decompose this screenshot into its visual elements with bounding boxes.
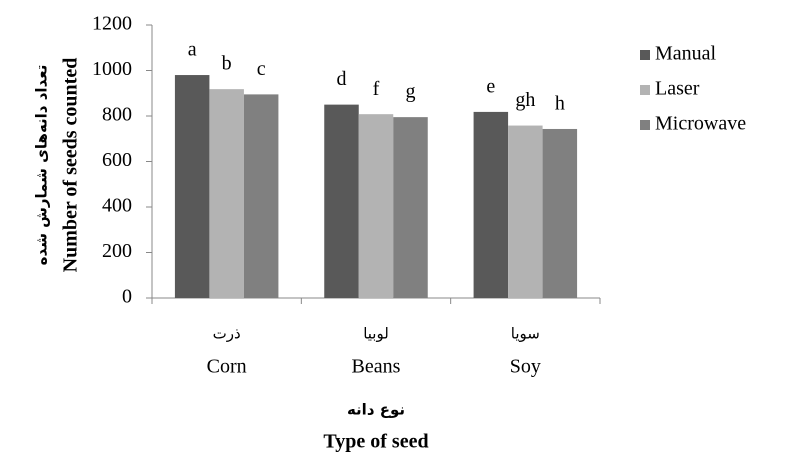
y-tick-label: 0 — [122, 286, 132, 308]
legend-label: Microwave — [655, 113, 746, 135]
x-tick-label-fa: سویا — [511, 325, 540, 343]
y-axis-title: Number of seeds counted — [60, 58, 82, 273]
y-tick-label: 1000 — [92, 58, 132, 80]
bar — [174, 75, 210, 298]
bar — [393, 117, 428, 298]
bar-letter: b — [222, 53, 232, 75]
bar-letter: e — [486, 75, 495, 97]
bar-letter: a — [188, 39, 197, 61]
y-tick-label: 1200 — [92, 13, 132, 35]
bar-letter: c — [257, 58, 266, 80]
bar — [542, 128, 578, 298]
x-tick-label: Corn — [207, 356, 247, 378]
bar-letter: d — [337, 68, 347, 90]
legend-swatch — [640, 120, 650, 130]
y-tick-label: 200 — [102, 240, 132, 262]
x-tick-label-fa: ذرت — [213, 325, 241, 343]
y-axis-title-fa: تعداد دانه‌های شمارش شده — [33, 65, 51, 266]
y-tick-label: 800 — [102, 104, 132, 126]
bar — [324, 104, 359, 298]
legend-swatch — [640, 85, 650, 95]
x-axis-title-fa: نوع دانه — [347, 401, 405, 419]
x-tick-label: Soy — [510, 356, 541, 378]
bar — [508, 125, 543, 299]
bar — [358, 114, 394, 299]
legend-swatch — [640, 50, 650, 60]
bar-letter: h — [555, 93, 565, 115]
legend-label: Manual — [655, 43, 717, 65]
x-tick-label: Beans — [352, 356, 401, 378]
bar — [243, 94, 279, 298]
bar — [473, 111, 509, 298]
x-axis-title: Type of seed — [323, 431, 428, 453]
x-tick-label-fa: لوبیا — [363, 325, 389, 343]
y-tick-label: 600 — [102, 149, 132, 171]
bar-letter: f — [373, 78, 380, 100]
bar-letter: gh — [515, 89, 535, 111]
y-tick-label: 400 — [102, 195, 132, 217]
bar-letter: g — [406, 81, 416, 103]
legend-label: Laser — [655, 78, 700, 100]
bar — [209, 89, 244, 298]
